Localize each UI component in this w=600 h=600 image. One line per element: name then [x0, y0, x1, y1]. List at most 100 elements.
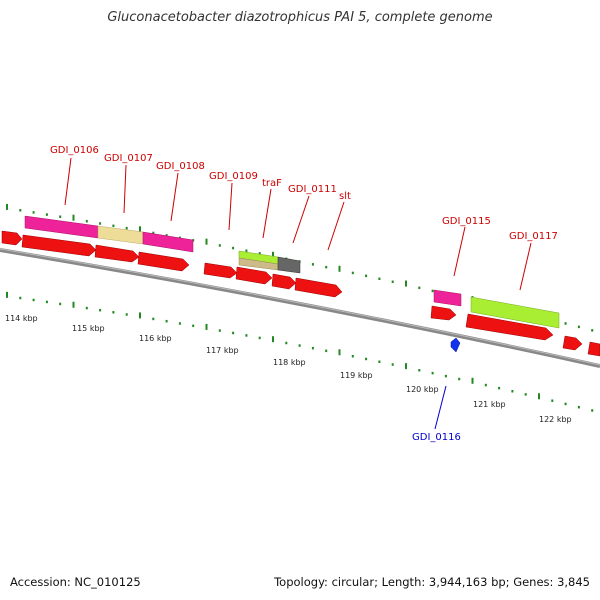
major-tick [405, 363, 407, 370]
cds-arrow [137, 251, 190, 272]
gene-label-gdi-0108[interactable]: GDI_0108 [156, 161, 205, 172]
kbp-label: 116 kbp [139, 334, 172, 343]
kbp-label: 119 kbp [340, 371, 373, 380]
cds-arrows [1, 230, 600, 357]
minor-tick [365, 274, 368, 278]
minor-tick [418, 369, 421, 372]
gene-label-traf[interactable]: traF [262, 178, 282, 189]
major-tick [338, 349, 341, 356]
genome-title: Gluconacetobacter diazotrophicus PAI 5, … [107, 10, 493, 25]
gene-label-slt[interactable]: slt [339, 191, 351, 202]
cds-arrow [294, 277, 343, 298]
gene-label-gdi-0107[interactable]: GDI_0107 [104, 153, 153, 164]
minor-tick [112, 224, 115, 228]
gene-label-gdi-0115[interactable]: GDI_0115 [442, 216, 491, 227]
minor-tick [311, 263, 314, 266]
lower-tick-track [6, 291, 594, 412]
major-tick [205, 238, 208, 245]
minor-tick [125, 313, 128, 316]
kbp-label: 114 kbp [5, 314, 38, 323]
feature-bars [24, 215, 560, 329]
accession-text: Accession: NC_010125 [10, 575, 141, 589]
feature-gdi-0116-blue [450, 337, 461, 353]
minor-tick [218, 244, 221, 247]
major-tick [72, 214, 75, 221]
minor-tick [178, 322, 181, 325]
minor-tick [418, 286, 421, 290]
minor-tick [511, 389, 514, 393]
major-tick [139, 312, 141, 319]
minor-tick [524, 393, 527, 396]
kbp-label: 115 kbp [72, 324, 105, 333]
minor-tick [431, 371, 434, 375]
major-tick [405, 280, 407, 287]
minor-tick [325, 265, 328, 269]
feature-gdi-0106-magenta [24, 215, 99, 239]
minor-tick [59, 302, 62, 306]
minor-tick [351, 354, 354, 358]
feature-gdi-0108-magenta [142, 231, 194, 253]
gene-label-gdi-0117[interactable]: GDI_0117 [509, 231, 558, 242]
gene-label-gdi-0116[interactable]: GDI_0116 [412, 432, 461, 443]
minor-tick [577, 325, 580, 329]
kbp-label: 117 kbp [206, 346, 239, 355]
feature-trafdark [277, 256, 301, 274]
minor-tick [285, 341, 288, 345]
minor-tick [245, 334, 248, 337]
gene-label-gdi-0111[interactable]: GDI_0111 [288, 184, 337, 195]
minor-tick [378, 277, 381, 281]
minor-tick [192, 324, 195, 328]
kbp-label: 121 kbp [473, 400, 506, 409]
minor-tick [431, 289, 434, 293]
minor-tick [564, 402, 567, 406]
minor-tick [218, 329, 221, 332]
gene-label-gdi-0106[interactable]: GDI_0106 [50, 145, 99, 156]
cds-arrow [271, 273, 297, 290]
minor-tick [311, 346, 314, 350]
minor-tick [232, 331, 235, 335]
major-tick [72, 301, 75, 308]
minor-tick [551, 399, 554, 402]
minor-tick [32, 211, 35, 214]
minor-tick [45, 300, 48, 304]
minor-tick [59, 215, 62, 218]
minor-tick [85, 306, 88, 310]
minor-tick [391, 363, 394, 366]
genome-backbone-highlight [0, 248, 600, 366]
gene-label-gdi-0109[interactable]: GDI_0109 [209, 171, 258, 182]
minor-tick [112, 311, 115, 314]
minor-tick [99, 222, 102, 225]
cds-arrow [235, 266, 273, 285]
cds-arrow [203, 262, 238, 279]
minor-tick [378, 360, 381, 363]
cds-arrow [587, 341, 600, 357]
minor-tick [152, 231, 155, 235]
minor-tick [365, 357, 368, 361]
major-tick [538, 393, 540, 400]
genome-backbone [0, 248, 600, 368]
minor-tick [458, 377, 461, 381]
cds-arrow [562, 335, 583, 351]
major-tick [338, 265, 341, 272]
major-tick [139, 226, 141, 233]
minor-tick [444, 374, 447, 378]
minor-tick [484, 383, 487, 387]
major-tick [6, 291, 8, 298]
label-leader-line-blue [434, 385, 447, 430]
minor-tick [325, 349, 328, 353]
label-leader-lines [64, 157, 532, 291]
cds-arrow [465, 313, 554, 341]
minor-tick [564, 322, 567, 325]
minor-tick [577, 405, 580, 409]
major-tick [272, 336, 274, 343]
cds-arrow [430, 305, 457, 321]
minor-tick [591, 409, 594, 412]
minor-tick [298, 344, 301, 347]
minor-tick [258, 336, 261, 340]
feature-gdi-0107-beige [97, 225, 144, 245]
minor-tick [351, 271, 354, 275]
minor-tick [591, 329, 594, 332]
genome-summary-text: Topology: circular; Length: 3,944,163 bp… [274, 575, 590, 589]
minor-tick [19, 209, 22, 212]
